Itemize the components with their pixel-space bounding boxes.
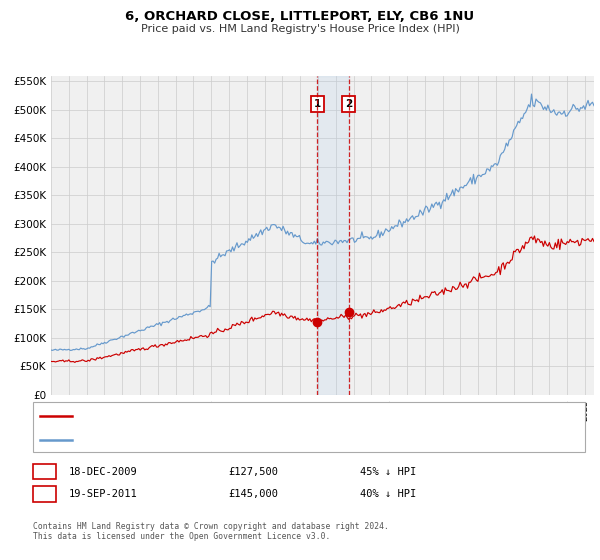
Text: £145,000: £145,000 (228, 489, 278, 499)
Text: 40% ↓ HPI: 40% ↓ HPI (360, 489, 416, 499)
Text: 18-DEC-2009: 18-DEC-2009 (69, 466, 138, 477)
Bar (317, 76, 349, 395)
Text: 6, ORCHARD CLOSE, LITTLEPORT, ELY, CB6 1NU: 6, ORCHARD CLOSE, LITTLEPORT, ELY, CB6 1… (125, 10, 475, 23)
Text: HPI: Average price, detached house, East Cambridgeshire: HPI: Average price, detached house, East… (78, 435, 394, 445)
Text: 1: 1 (314, 99, 321, 109)
Text: 2: 2 (41, 489, 48, 499)
Text: £127,500: £127,500 (228, 466, 278, 477)
Text: Price paid vs. HM Land Registry's House Price Index (HPI): Price paid vs. HM Land Registry's House … (140, 24, 460, 34)
Text: 45% ↓ HPI: 45% ↓ HPI (360, 466, 416, 477)
Text: 19-SEP-2011: 19-SEP-2011 (69, 489, 138, 499)
Text: 2: 2 (345, 99, 352, 109)
Text: 6, ORCHARD CLOSE, LITTLEPORT, ELY, CB6 1NU (detached house): 6, ORCHARD CLOSE, LITTLEPORT, ELY, CB6 1… (78, 412, 417, 421)
Text: 1: 1 (41, 466, 48, 477)
Text: Contains HM Land Registry data © Crown copyright and database right 2024.
This d: Contains HM Land Registry data © Crown c… (33, 522, 389, 542)
